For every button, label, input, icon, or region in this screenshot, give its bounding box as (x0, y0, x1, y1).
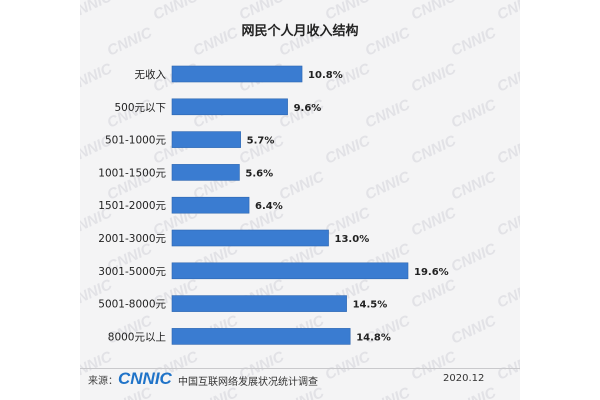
value-label: 19.6% (414, 267, 449, 278)
bar (171, 65, 303, 83)
value-label: 5.7% (247, 136, 275, 147)
category-label: 1501-2000元 (98, 200, 166, 212)
bar (171, 164, 240, 181)
category-label: 500元以下 (114, 102, 166, 114)
publish-date: 2020.12 (443, 373, 485, 384)
value-label: 14.8% (356, 332, 391, 343)
category-label: 3001-5000元 (98, 266, 166, 278)
value-label: 5.6% (245, 168, 273, 179)
footer-divider (80, 368, 520, 369)
bar (171, 262, 409, 280)
category-label: 2001-3000元 (98, 233, 166, 245)
category-label: 5001-8000元 (98, 299, 166, 311)
bar (171, 196, 250, 214)
watermark-text: CNNIC (495, 0, 520, 24)
category-label: 无收入 (135, 68, 167, 81)
category-label: 1001-1500元 (98, 167, 166, 179)
bar (171, 295, 347, 312)
bar (171, 131, 241, 148)
bar (171, 98, 288, 116)
value-label: 6.4% (255, 201, 283, 212)
value-label: 10.8% (308, 70, 343, 81)
category-label: 501-1000元 (105, 135, 167, 147)
svg-text:CNNIC: CNNIC (118, 369, 173, 388)
bar (171, 229, 329, 247)
chart-title: 网民个人月收入结构 (241, 24, 359, 39)
bar (171, 328, 351, 345)
source-organization: 中国互联网络发展状况统计调查 (178, 377, 318, 388)
source-label: 来源： (88, 376, 118, 387)
category-label: 8000元以上 (108, 331, 166, 343)
cnnic-logo: CNNIC (118, 369, 173, 388)
value-label: 9.6% (294, 103, 322, 114)
value-label: 14.5% (353, 300, 388, 311)
value-label: 13.0% (335, 234, 370, 245)
